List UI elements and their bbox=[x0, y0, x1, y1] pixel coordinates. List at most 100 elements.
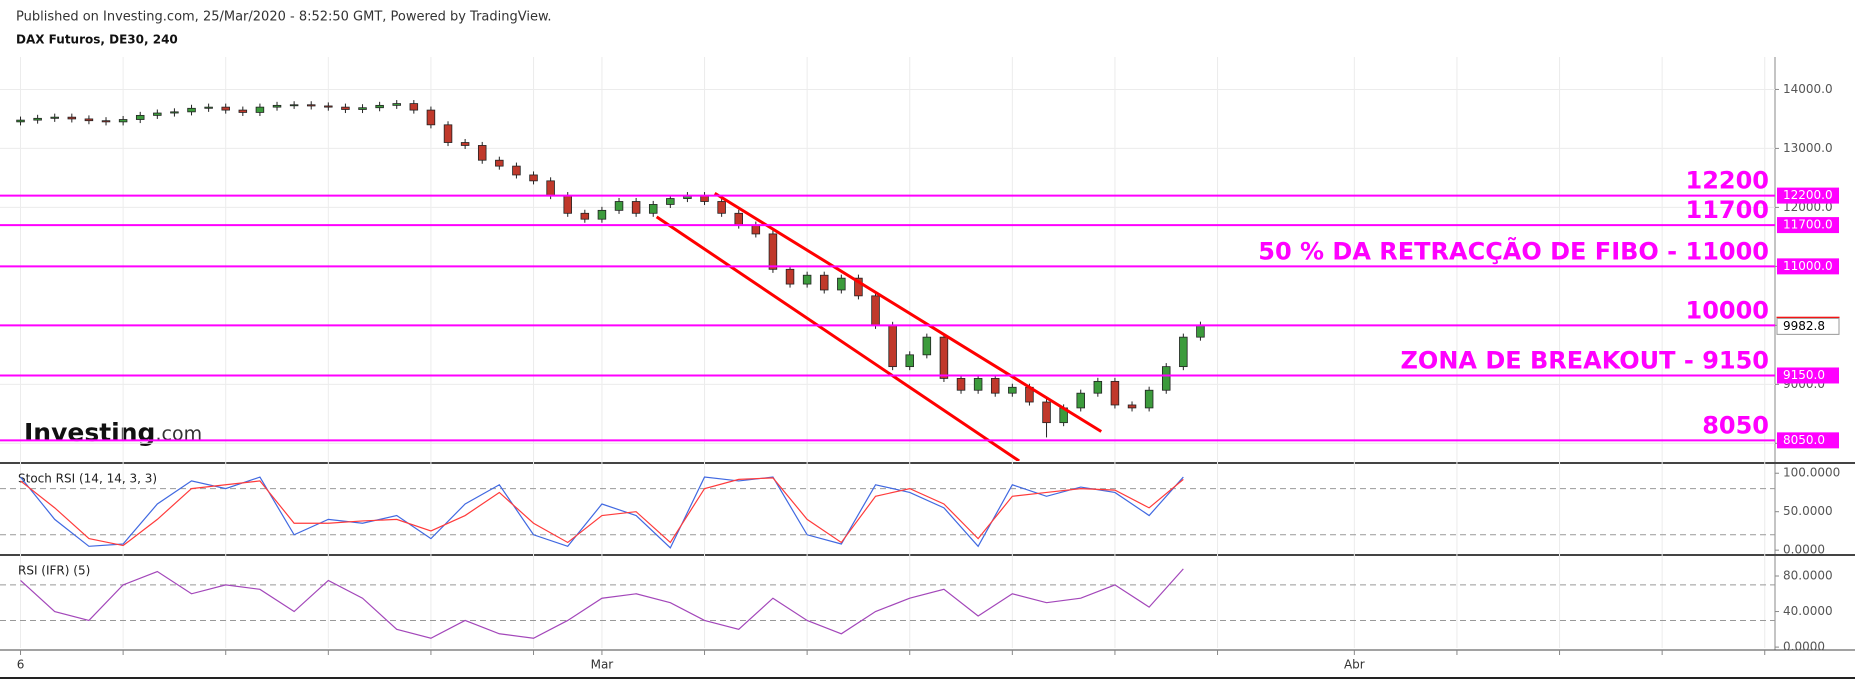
channel-line bbox=[655, 215, 1021, 461]
candle-body bbox=[84, 118, 94, 122]
level-annotation: 8050 bbox=[1702, 411, 1769, 439]
logo-main: Investing bbox=[24, 418, 155, 447]
candle-body bbox=[563, 195, 572, 214]
candle-body bbox=[50, 116, 59, 119]
level-tag bbox=[1777, 367, 1839, 384]
candle-body bbox=[871, 295, 880, 326]
level-tag bbox=[1777, 187, 1839, 204]
level-tag bbox=[1777, 258, 1839, 275]
candle-body bbox=[204, 106, 213, 109]
level-tag bbox=[1777, 217, 1839, 234]
level-tag bbox=[1777, 432, 1839, 449]
candle-body bbox=[837, 277, 846, 291]
candle-body bbox=[101, 120, 111, 123]
candle-body bbox=[1008, 386, 1017, 394]
candle-body bbox=[990, 378, 1000, 394]
x-tick-label: Abr bbox=[1344, 658, 1365, 672]
channel-line bbox=[714, 191, 1103, 433]
candle-body bbox=[255, 106, 265, 113]
candle-body bbox=[460, 142, 470, 146]
level-tag-label: 11000.0 bbox=[1783, 259, 1833, 273]
level-tag-label: 8050.0 bbox=[1783, 433, 1825, 447]
indicator-line bbox=[20, 568, 1184, 639]
candle-body bbox=[905, 354, 914, 368]
y-tick-label: 50.0000 bbox=[1783, 504, 1833, 518]
candle-body bbox=[888, 324, 897, 368]
level-tag-label: 9150.0 bbox=[1783, 368, 1825, 382]
candle-body bbox=[666, 198, 675, 205]
candle-body bbox=[529, 174, 538, 182]
candle-body bbox=[854, 277, 863, 297]
candle-body bbox=[614, 201, 624, 211]
candle-body bbox=[785, 268, 795, 285]
published-line: Published on Investing.com, 25/Mar/2020 … bbox=[16, 10, 552, 25]
candle-body bbox=[1127, 404, 1137, 409]
candle-body bbox=[135, 114, 145, 120]
candle-body bbox=[631, 201, 641, 214]
candle-body bbox=[272, 104, 282, 108]
y-tick-label: 13000.0 bbox=[1783, 141, 1833, 155]
candle-body bbox=[170, 111, 179, 114]
candle-body bbox=[939, 336, 949, 379]
plot-layer: 6MarAbr14000.013000.012000.011000.010000… bbox=[0, 57, 1840, 672]
level-annotation: 11700 bbox=[1686, 196, 1770, 224]
candle-body bbox=[426, 109, 436, 126]
candle-body bbox=[375, 104, 384, 109]
candle-body bbox=[358, 107, 367, 110]
y-tick-label: 40.0000 bbox=[1783, 604, 1833, 618]
candle-body bbox=[153, 112, 162, 116]
candle-body bbox=[1042, 401, 1051, 424]
y-tick-label: 0.0000 bbox=[1783, 543, 1825, 557]
candle-body bbox=[546, 180, 555, 196]
candle-body bbox=[751, 224, 761, 235]
candle-body bbox=[802, 274, 812, 285]
candle-body bbox=[734, 212, 743, 226]
y-tick-label: 0.0000 bbox=[1783, 640, 1825, 654]
candle-body bbox=[392, 103, 401, 106]
logo-suffix: .com bbox=[155, 423, 202, 445]
candle-body bbox=[973, 378, 983, 391]
candle-body bbox=[1076, 392, 1085, 409]
price-tag-label: 9982.8 bbox=[1783, 319, 1825, 333]
y-tick-label: 14000.0 bbox=[1783, 82, 1833, 96]
y-tick-label: 100.0000 bbox=[1783, 466, 1840, 480]
candle-body bbox=[597, 209, 607, 220]
candle-body bbox=[221, 106, 230, 111]
candle-body bbox=[324, 105, 333, 108]
candle-body bbox=[443, 124, 453, 143]
candle-body bbox=[580, 212, 590, 220]
candle-body bbox=[922, 336, 932, 356]
level-annotation: 50 % DA RETRACÇÃO DE FIBO - 11000 bbox=[1258, 236, 1769, 265]
candle-body bbox=[512, 165, 521, 176]
candle-body bbox=[768, 233, 778, 270]
candle-body bbox=[16, 119, 25, 123]
symbol-line: DAX Futuros, DE30, 240 bbox=[16, 33, 178, 47]
candle-body bbox=[495, 159, 504, 167]
candle-body bbox=[1196, 324, 1205, 338]
x-tick-label: Mar bbox=[591, 658, 614, 672]
candle-body bbox=[1179, 336, 1188, 368]
indicator-title: RSI (IFR) (5) bbox=[18, 564, 90, 578]
x-tick-label: 6 bbox=[17, 658, 25, 672]
level-annotation: 10000 bbox=[1686, 296, 1770, 324]
level-tag-label: 12200.0 bbox=[1783, 188, 1833, 202]
candle-body bbox=[477, 145, 487, 161]
candle-body bbox=[238, 109, 248, 113]
candle-body bbox=[819, 274, 829, 291]
candle-body bbox=[1110, 380, 1120, 406]
price-tag bbox=[1776, 317, 1840, 335]
candle-body bbox=[33, 117, 42, 121]
indicator-line bbox=[20, 477, 1184, 547]
candle-body bbox=[409, 103, 419, 111]
level-annotation: 12200 bbox=[1686, 167, 1770, 195]
candle-body bbox=[306, 104, 316, 107]
candle-body bbox=[118, 119, 128, 123]
logo: Investing.com bbox=[24, 418, 202, 447]
candle-body bbox=[717, 201, 726, 214]
indicator-title: Stoch RSI (14, 14, 3, 3) bbox=[18, 472, 157, 486]
candle-body bbox=[1093, 380, 1103, 394]
candle-body bbox=[1144, 389, 1154, 409]
candles bbox=[16, 100, 1205, 438]
candle-body bbox=[956, 378, 966, 391]
